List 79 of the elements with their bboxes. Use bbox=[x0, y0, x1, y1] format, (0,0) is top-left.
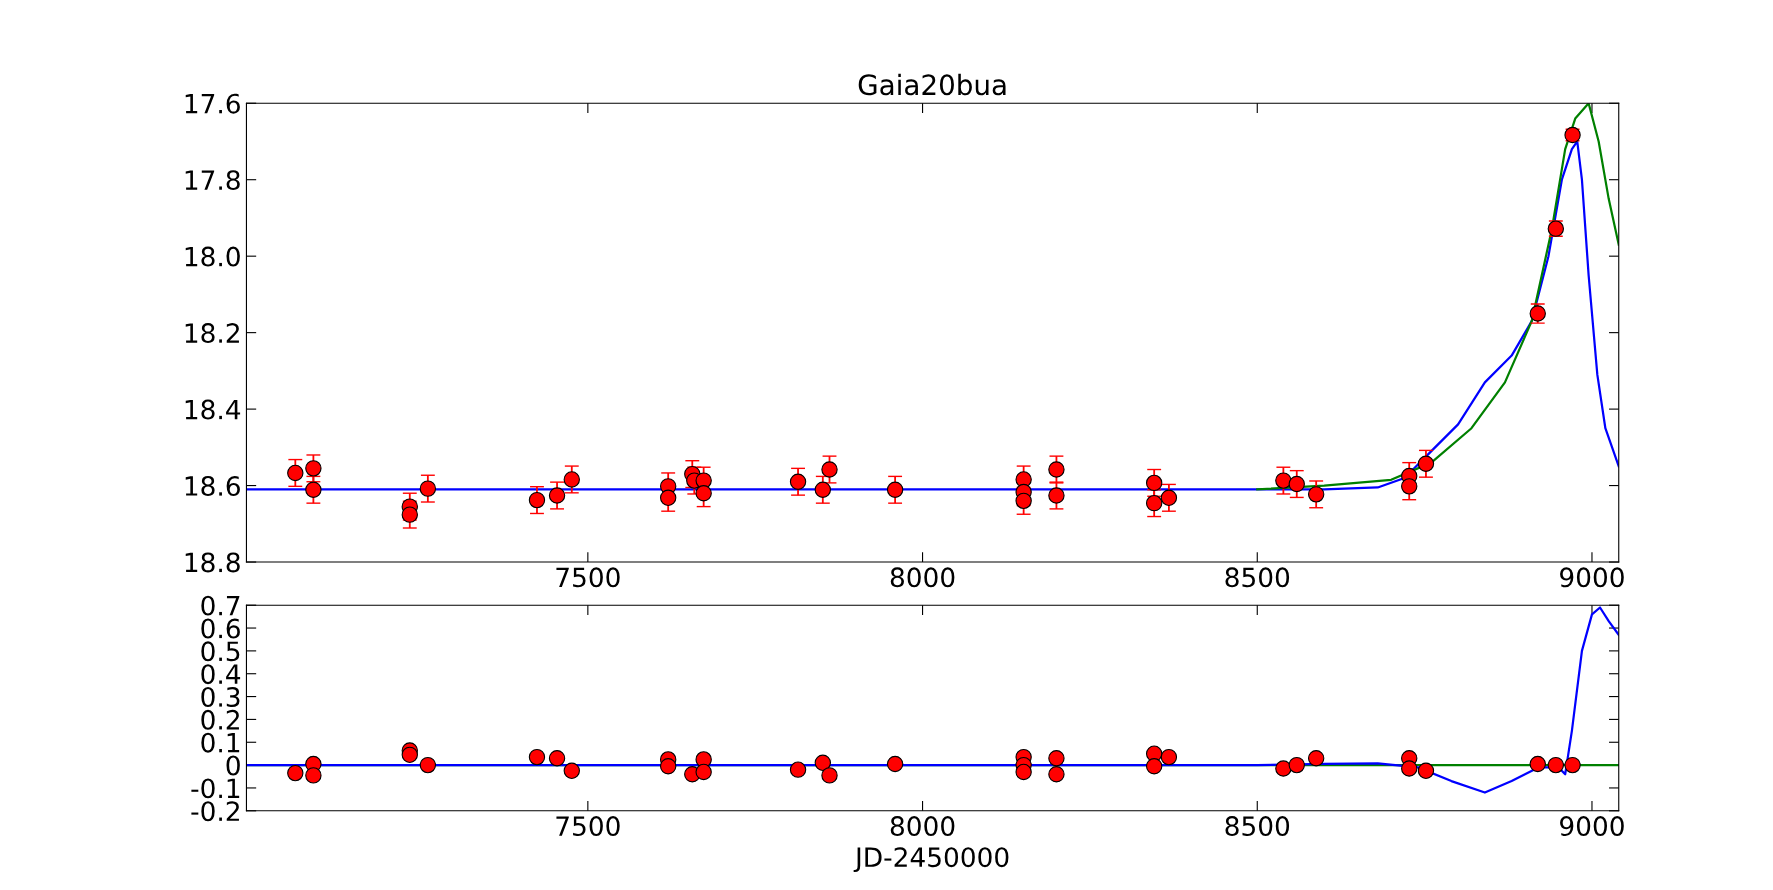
y-tick-label: 18.2 bbox=[185, 323, 239, 344]
point bbox=[305, 481, 322, 498]
point bbox=[1145, 494, 1163, 512]
point bbox=[695, 485, 712, 502]
y-tick-label: 0.6 bbox=[201, 618, 240, 639]
y-tick-label: 18.6 bbox=[185, 476, 240, 496]
point bbox=[419, 756, 437, 774]
point bbox=[1307, 486, 1325, 503]
point bbox=[1547, 756, 1565, 774]
point bbox=[563, 762, 580, 780]
point bbox=[1307, 750, 1325, 767]
y-tick-label: 0.7 bbox=[201, 595, 240, 616]
point bbox=[886, 481, 904, 498]
point bbox=[305, 460, 322, 477]
x-tick-label: 9000 bbox=[1560, 567, 1624, 588]
point bbox=[1275, 760, 1292, 777]
y-tick-label: -0.1 bbox=[191, 778, 240, 799]
point bbox=[419, 480, 437, 497]
point bbox=[1401, 478, 1418, 495]
point bbox=[401, 746, 418, 764]
y-tick-label: 18.8 bbox=[185, 552, 240, 573]
point bbox=[1015, 763, 1032, 781]
point bbox=[1048, 766, 1065, 783]
point bbox=[1145, 474, 1163, 492]
x-tick-label: 8500 bbox=[1225, 816, 1290, 837]
point bbox=[287, 464, 304, 482]
point bbox=[821, 461, 838, 478]
point bbox=[1048, 461, 1065, 478]
y-tick-label: 0.5 bbox=[201, 641, 240, 662]
y-tick-label: 0.2 bbox=[201, 709, 239, 730]
y-tick-label: 0.4 bbox=[201, 664, 241, 685]
point bbox=[1160, 489, 1178, 506]
point bbox=[659, 489, 677, 506]
point bbox=[1160, 748, 1178, 766]
x-tick-label: 7500 bbox=[556, 816, 620, 837]
x-tick-label: 8000 bbox=[890, 816, 955, 837]
x-tick-label: 7500 bbox=[556, 567, 620, 588]
point bbox=[695, 472, 712, 489]
point bbox=[1275, 472, 1292, 489]
chart-title: Gaia20bua bbox=[858, 73, 1006, 96]
point bbox=[1288, 756, 1305, 774]
point bbox=[789, 761, 807, 778]
point bbox=[1048, 487, 1065, 504]
y-tick-label: 0 bbox=[226, 755, 240, 776]
point bbox=[1015, 492, 1032, 510]
x-tick-label: 8500 bbox=[1225, 567, 1290, 588]
point bbox=[287, 764, 304, 782]
point bbox=[548, 750, 566, 767]
y-tick-label: 18.4 bbox=[185, 399, 241, 420]
point bbox=[814, 754, 832, 772]
point bbox=[695, 763, 712, 781]
point bbox=[1529, 755, 1546, 773]
point bbox=[1145, 758, 1163, 775]
point bbox=[563, 471, 580, 488]
point bbox=[659, 758, 677, 775]
y-tick-label: 0.1 bbox=[201, 732, 240, 753]
point bbox=[1288, 475, 1305, 493]
y-tick-label: -0.2 bbox=[191, 801, 239, 822]
point bbox=[548, 487, 566, 504]
point bbox=[886, 755, 904, 773]
point bbox=[1564, 756, 1581, 774]
point bbox=[1401, 760, 1418, 777]
point bbox=[305, 767, 322, 784]
y-tick-label: 17.6 bbox=[185, 93, 240, 114]
point bbox=[401, 506, 418, 523]
point bbox=[814, 481, 832, 498]
y-tick-label: 17.8 bbox=[185, 170, 240, 191]
point bbox=[1417, 455, 1435, 472]
point bbox=[1048, 750, 1065, 767]
point bbox=[789, 473, 807, 490]
x-tick-label: 9000 bbox=[1560, 816, 1624, 837]
x-axis-title: JD-2450000 bbox=[853, 847, 1009, 873]
point bbox=[528, 491, 546, 509]
y-tick-label: 18.0 bbox=[185, 246, 240, 267]
y-tick-label: 0.3 bbox=[201, 687, 240, 707]
x-tick-label: 8000 bbox=[890, 567, 955, 588]
point bbox=[1417, 762, 1435, 780]
point bbox=[821, 767, 838, 784]
point bbox=[528, 748, 546, 766]
